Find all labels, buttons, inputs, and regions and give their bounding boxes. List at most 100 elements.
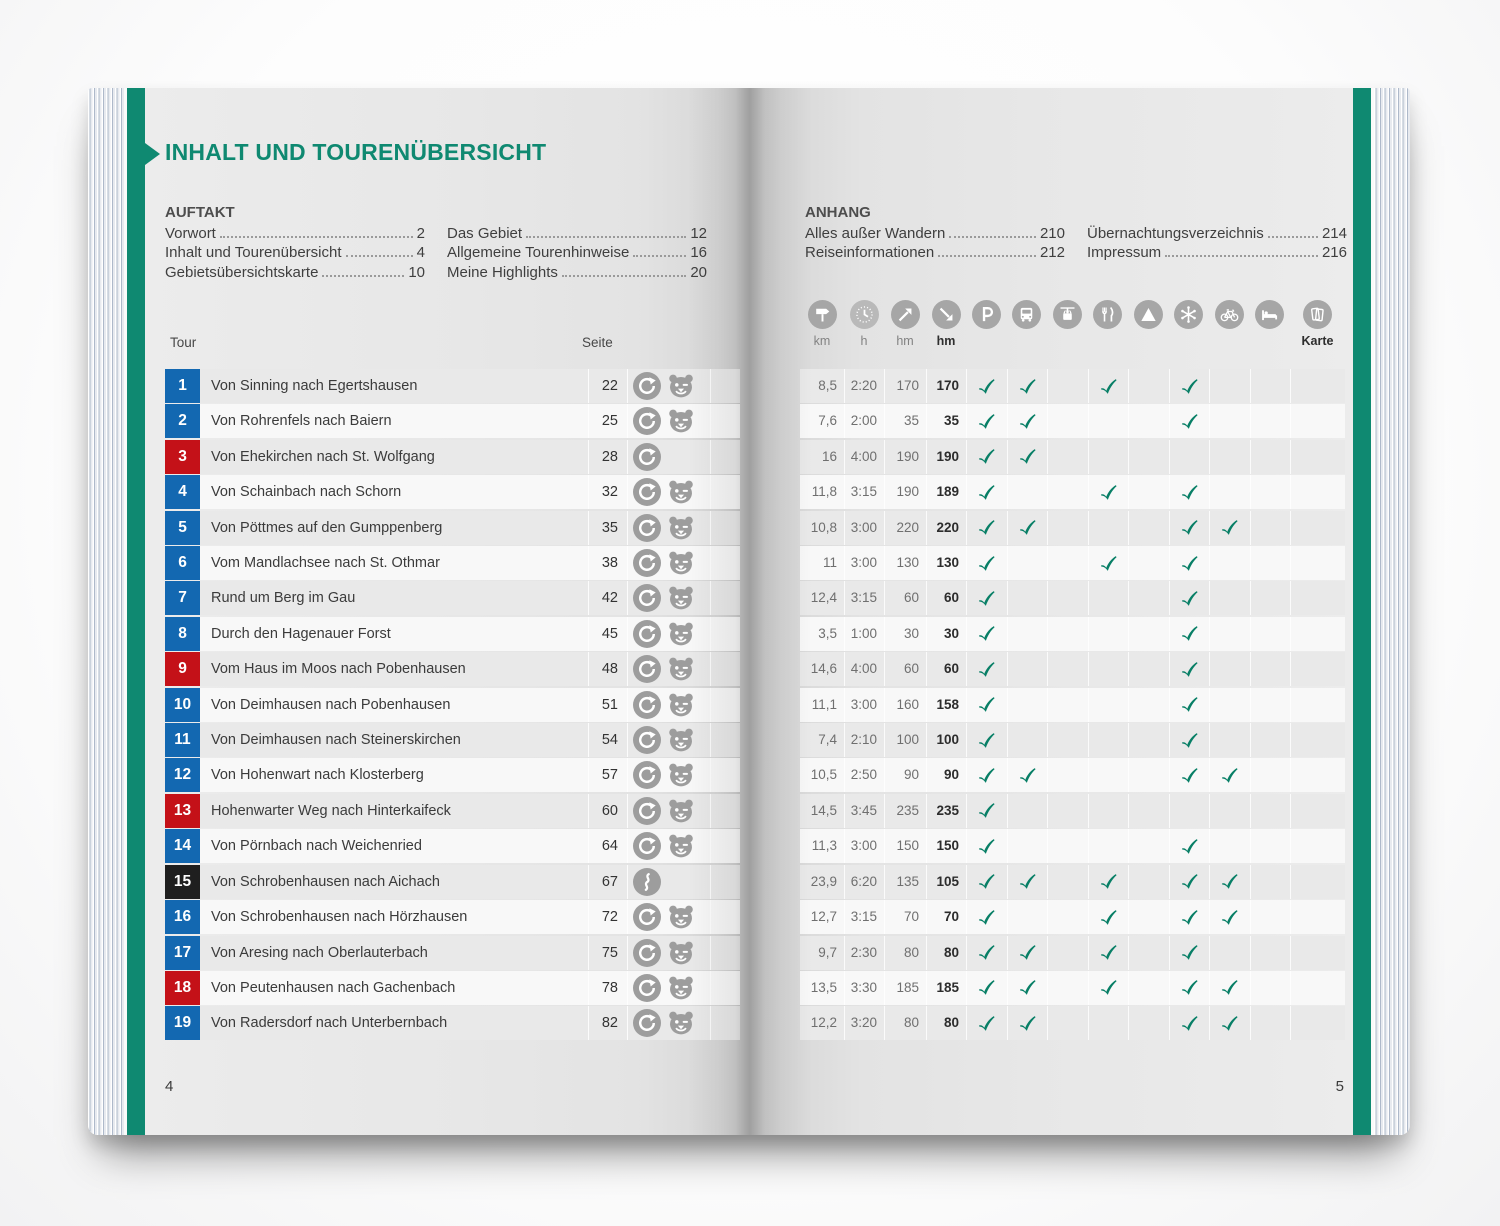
tour-number-badge: 7 bbox=[165, 581, 200, 616]
toc-entry: Vorwort 2 bbox=[165, 224, 425, 243]
tour-name: Von Deimhausen nach Steinerskirchen bbox=[211, 732, 461, 749]
check-cell-parking bbox=[966, 581, 1007, 616]
tour-page-number: 82 bbox=[588, 1006, 627, 1041]
tour-page-number: 25 bbox=[588, 404, 627, 439]
bus-icon bbox=[1012, 300, 1042, 329]
tour-name: Von Ehekirchen nach St. Wolfgang bbox=[211, 448, 435, 465]
check-cell-mountain bbox=[1128, 970, 1169, 1005]
tour-number-badge: 6 bbox=[165, 546, 200, 581]
check-cell-bus bbox=[1006, 616, 1048, 651]
empty-cell bbox=[710, 652, 740, 687]
tour-ascent: 60 bbox=[884, 581, 926, 616]
loop-tour-icon bbox=[633, 513, 661, 542]
check-cell-cablecar bbox=[1047, 404, 1088, 439]
check-cell-bed bbox=[1249, 900, 1291, 935]
toc-entry: Das Gebiet 12 bbox=[447, 224, 707, 243]
tour-list: 1 Von Sinning nach Egertshausen 22 2 Von Roh… bbox=[165, 369, 740, 1042]
dotted-leader bbox=[633, 255, 687, 258]
tour-km: 12,4 bbox=[810, 590, 837, 606]
check-cell-map bbox=[1290, 404, 1345, 439]
tour-type-icons bbox=[627, 546, 710, 581]
check-cell-mountain bbox=[1128, 475, 1169, 510]
toc-section-title: AUFTAKT bbox=[165, 204, 235, 221]
check-cell-cablecar bbox=[1047, 581, 1088, 616]
parking-icon bbox=[971, 300, 1001, 329]
toc-entry-page: 20 bbox=[690, 263, 707, 281]
check-cell-cablecar bbox=[1047, 616, 1088, 651]
check-cell-parking bbox=[966, 475, 1007, 510]
check-cell-cablecar bbox=[1047, 758, 1088, 793]
tour-km: 16 bbox=[821, 448, 837, 464]
check-cell-mountain bbox=[1128, 652, 1169, 687]
tour-ascent: 60 bbox=[884, 652, 926, 687]
tour-type-icons bbox=[627, 900, 710, 935]
col-header-snowflake bbox=[1169, 300, 1210, 349]
tour-number-badge: 18 bbox=[165, 970, 200, 1005]
bear-icon bbox=[666, 903, 696, 931]
tour-ascent: 30 bbox=[884, 616, 926, 651]
bear-icon bbox=[666, 797, 696, 825]
tour-ascent: 90 bbox=[884, 758, 926, 793]
check-cell-bicycle bbox=[1209, 369, 1250, 403]
signpost-icon bbox=[807, 300, 837, 329]
check-cell-map bbox=[1290, 439, 1345, 474]
checkmark-icon bbox=[1219, 1013, 1240, 1034]
check-cell-snowflake bbox=[1168, 581, 1210, 616]
tour-km: 12,2 bbox=[810, 1015, 837, 1031]
check-cell-mountain bbox=[1128, 1006, 1169, 1041]
tour-page-number: 51 bbox=[588, 687, 627, 722]
check-cell-parking bbox=[966, 935, 1007, 970]
tour-type-icons bbox=[627, 581, 710, 616]
tour-name: Hohenwarter Weg nach Hinterkaifeck bbox=[211, 802, 451, 819]
checkmark-icon bbox=[1219, 517, 1240, 538]
tour-number-badge: 5 bbox=[165, 510, 200, 545]
toc-entry: Gebietsübersichtskarte 10 bbox=[165, 263, 425, 282]
toc-entry: Inhalt und Tourenübersicht 4 bbox=[165, 243, 425, 262]
checkmark-icon bbox=[1017, 411, 1038, 432]
tour-number-badge: 14 bbox=[165, 829, 200, 864]
bear-icon bbox=[666, 372, 696, 400]
tour-number-badge: 3 bbox=[165, 439, 200, 474]
tour-km: 14,6 bbox=[810, 661, 837, 677]
tour-row: 6 Vom Mandlachsee nach St. Othmar 38 bbox=[165, 546, 740, 581]
empty-cell bbox=[710, 546, 740, 581]
tour-number-badge: 9 bbox=[165, 652, 200, 687]
tour-page-number: 45 bbox=[588, 616, 627, 651]
check-cell-restaurant bbox=[1087, 829, 1129, 864]
checkmark-icon bbox=[976, 730, 997, 751]
check-cell-parking bbox=[966, 546, 1007, 581]
toc-column: Alles außer Wandern 210 Reiseinformationen… bbox=[805, 224, 1065, 263]
toc-entry: Allgemeine Tourenhinweise 16 bbox=[447, 243, 707, 262]
dotted-leader bbox=[938, 255, 1036, 258]
cablecar-icon bbox=[1052, 300, 1082, 329]
empty-cell bbox=[710, 439, 740, 474]
checkmark-icon bbox=[976, 588, 997, 609]
tour-name: Von Schrobenhausen nach Hörzhausen bbox=[211, 909, 468, 926]
col-header-km: km bbox=[800, 300, 844, 349]
loop-tour-icon bbox=[633, 655, 661, 684]
check-cell-bicycle bbox=[1209, 970, 1250, 1005]
check-cell-bus bbox=[1006, 970, 1048, 1005]
checkmark-icon bbox=[1017, 871, 1038, 892]
check-cell-snowflake bbox=[1168, 404, 1210, 439]
tour-stats-row: 7,4 2:10 100 100 bbox=[800, 723, 1345, 758]
tour-type-icons bbox=[627, 439, 710, 474]
tour-row: 1 Von Sinning nach Egertshausen 22 bbox=[165, 369, 740, 403]
check-cell-bicycle bbox=[1209, 404, 1250, 439]
tour-ascent: 235 bbox=[884, 793, 926, 828]
tour-ascent: 135 bbox=[884, 864, 926, 899]
check-cell-bicycle bbox=[1209, 439, 1250, 474]
tour-name: Von Aresing nach Oberlauterbach bbox=[211, 944, 428, 961]
tour-number-badge: 15 bbox=[165, 864, 200, 899]
check-cell-bicycle bbox=[1209, 546, 1250, 581]
check-cell-restaurant bbox=[1087, 369, 1129, 403]
col-header-bicycle bbox=[1209, 300, 1250, 349]
tour-km: 10,8 bbox=[810, 519, 837, 535]
check-cell-restaurant bbox=[1087, 652, 1129, 687]
bear-icon bbox=[666, 761, 696, 789]
check-cell-restaurant bbox=[1087, 793, 1129, 828]
check-cell-parking bbox=[966, 793, 1007, 828]
check-cell-parking bbox=[966, 369, 1007, 403]
check-cell-restaurant bbox=[1087, 1006, 1129, 1041]
check-cell-snowflake bbox=[1168, 793, 1210, 828]
